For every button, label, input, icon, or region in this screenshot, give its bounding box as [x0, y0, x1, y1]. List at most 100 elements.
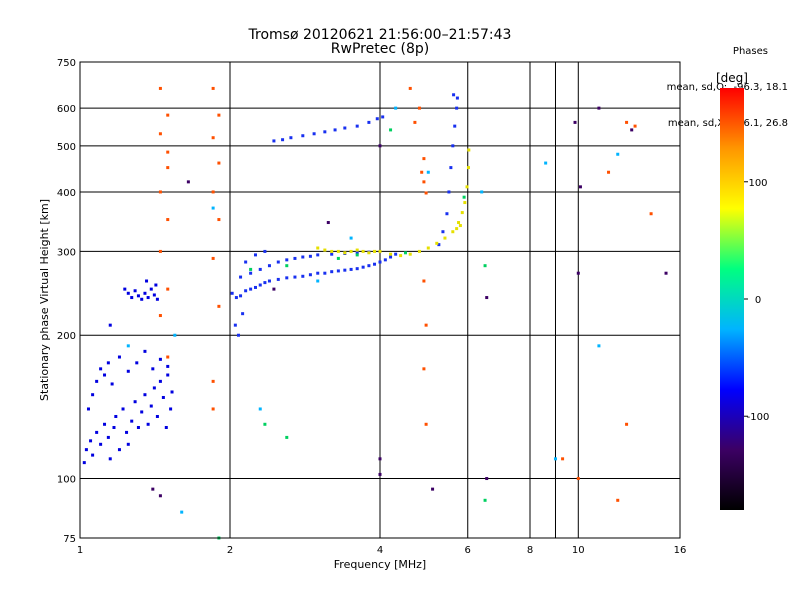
scatter-point	[449, 166, 453, 170]
scatter-point	[241, 312, 245, 316]
scatter-point	[234, 296, 238, 300]
scatter-point	[664, 271, 668, 275]
scatter-point	[143, 291, 147, 295]
scatter-point	[152, 293, 156, 297]
scatter-point	[323, 248, 327, 252]
scatter-point	[258, 407, 262, 411]
scatter-point	[483, 264, 487, 268]
scatter-point	[336, 269, 340, 273]
scatter-point	[561, 457, 565, 461]
scatter-point	[244, 260, 248, 264]
scatter-point	[99, 442, 103, 446]
scatter-point	[285, 276, 289, 280]
y-tick-label: 600	[57, 104, 76, 115]
scatter-point	[253, 285, 257, 289]
scatter-point	[355, 124, 359, 128]
scatter-point	[126, 369, 130, 373]
x-tick-label: 2	[227, 545, 233, 556]
scatter-point	[426, 170, 430, 174]
scatter-point	[483, 498, 487, 502]
scatter-point	[267, 264, 271, 268]
scatter-point	[578, 185, 582, 189]
scatter-point	[154, 283, 158, 287]
scatter-point	[426, 246, 430, 250]
scatter-point	[424, 323, 428, 327]
scatter-point	[355, 251, 359, 255]
scatter-point	[455, 106, 459, 110]
scatter-point	[130, 296, 134, 300]
scatter-point	[158, 314, 162, 318]
scatter-point	[343, 126, 347, 130]
scatter-point	[293, 256, 297, 260]
scatter-point	[451, 144, 455, 148]
scatter-point	[394, 106, 398, 110]
scatter-point	[121, 407, 125, 411]
scatter-point	[443, 236, 447, 240]
scatter-point	[330, 249, 334, 253]
scatter-point	[285, 258, 289, 262]
scatter-point	[316, 253, 320, 257]
colorbar-gradient	[720, 88, 744, 510]
scatter-point	[330, 252, 334, 256]
scatter-point	[424, 191, 428, 195]
x-tick-label: 16	[674, 545, 687, 556]
scatter-point	[258, 283, 262, 287]
scatter-point	[126, 291, 130, 295]
scatter-point	[630, 128, 634, 132]
scatter-point	[108, 323, 112, 327]
scatter-point	[455, 96, 459, 100]
scatter-point	[457, 221, 461, 225]
scatter-point	[272, 139, 276, 143]
x-axis-ticks: 1 2 4 6 8 10 16	[77, 545, 687, 556]
x-tick-label: 8	[527, 545, 533, 556]
y-tick-label: 300	[57, 247, 76, 258]
scatter-point	[166, 287, 170, 291]
scatter-point	[435, 241, 439, 245]
scatter-point	[155, 297, 159, 301]
scatter-point	[146, 296, 150, 300]
scatter-point	[616, 498, 620, 502]
chart-title-line2: RwPretec (8p)	[330, 41, 430, 57]
colorbar-tick-label: -100	[747, 412, 770, 423]
scatter-point	[633, 124, 637, 128]
scatter-point	[158, 379, 162, 383]
scatter-point	[158, 357, 162, 361]
scatter-point	[217, 113, 221, 117]
scatter-point	[399, 254, 403, 258]
scatter-point	[422, 180, 426, 184]
scatter-point	[211, 190, 215, 194]
scatter-point	[285, 435, 289, 439]
scatter-point	[389, 128, 393, 132]
scatter-point	[211, 379, 215, 383]
scatter-point	[355, 267, 359, 271]
scatter-point	[143, 393, 147, 397]
scatter-point	[445, 212, 449, 216]
scatter-point	[293, 275, 297, 279]
scatter-point	[480, 190, 484, 194]
y-tick-label: 500	[57, 142, 76, 153]
scatter-point	[323, 130, 327, 134]
scatter-point	[211, 407, 215, 411]
scatter-point	[312, 132, 316, 136]
scatter-points	[82, 86, 668, 540]
scatter-point	[573, 120, 577, 124]
y-axis-label: Stationary phase Virtual Height [km]	[38, 199, 51, 401]
scatter-point	[170, 390, 174, 394]
scatter-point	[217, 304, 221, 308]
scatter-point	[607, 170, 611, 174]
scatter-point	[136, 425, 140, 429]
scatter-point	[375, 117, 379, 121]
scatter-point	[378, 260, 382, 264]
scatter-point	[158, 132, 162, 136]
scatter-point	[166, 364, 170, 368]
scatter-point	[308, 273, 312, 277]
scatter-point	[169, 407, 173, 411]
scatter-point	[625, 422, 629, 426]
scatter-point	[211, 86, 215, 90]
scatter-point	[373, 262, 377, 266]
scatter-point	[82, 461, 86, 465]
scatter-point	[164, 425, 168, 429]
scatter-point	[367, 264, 371, 268]
scatter-point	[465, 185, 469, 189]
